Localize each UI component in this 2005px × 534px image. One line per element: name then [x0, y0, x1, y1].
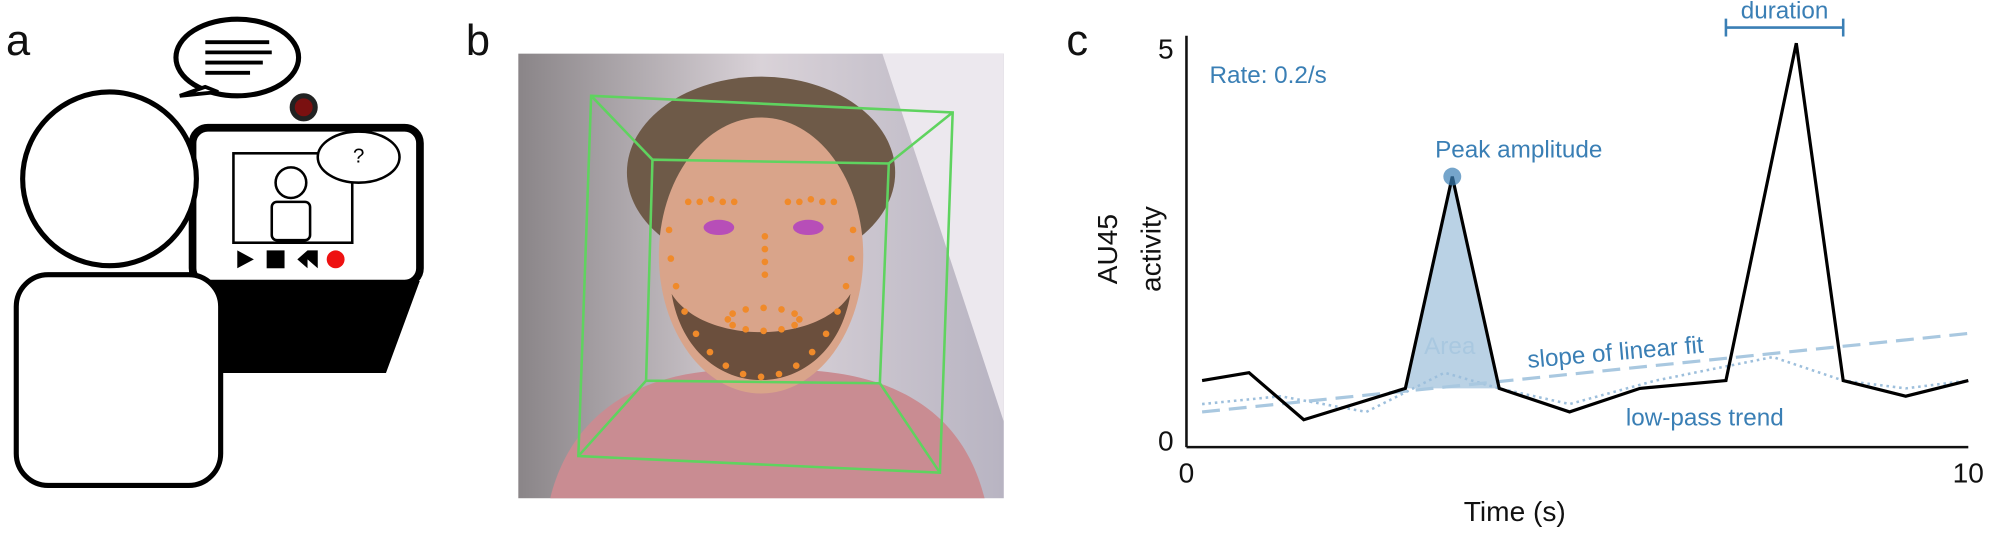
landmark [739, 370, 747, 378]
y-tick-label: 0 [1158, 426, 1174, 457]
landmark [729, 310, 736, 317]
landmark [706, 348, 714, 356]
y-tick-label: 5 [1158, 34, 1174, 65]
tracking-edge [577, 379, 648, 457]
question-bubble [316, 130, 401, 184]
trend-label: low-pass trend [1626, 404, 1784, 431]
eye-marker [703, 219, 735, 236]
landmark [761, 233, 769, 240]
landmark [819, 198, 826, 206]
question-mark: ? [353, 145, 364, 168]
landmark [729, 321, 736, 329]
landmark [742, 306, 750, 313]
tracking-edge [878, 382, 941, 474]
landmark [822, 330, 830, 338]
landmark [696, 198, 704, 206]
landmark [724, 316, 732, 323]
landmark [760, 327, 767, 335]
landmark [796, 316, 803, 323]
landmark [742, 326, 750, 333]
landmark [849, 226, 857, 234]
landmark [665, 226, 673, 234]
landmark [796, 198, 803, 206]
rewind-icon [297, 250, 318, 269]
landmark [761, 245, 769, 253]
illustration [13, 16, 424, 489]
landmark [719, 198, 727, 206]
landmark [760, 304, 767, 312]
landmark [847, 255, 855, 262]
landmark [830, 198, 838, 206]
linear-fit-line [1201, 331, 1969, 414]
landmark [667, 255, 675, 262]
tracking-edge [888, 111, 954, 165]
laptop-base [212, 281, 420, 374]
landmark [692, 330, 700, 338]
beard [671, 293, 851, 381]
shirt [550, 369, 985, 499]
landmark [842, 282, 850, 290]
person-body [13, 272, 224, 489]
x-tick-label: 10 [1953, 458, 1984, 489]
person-head [20, 89, 199, 269]
landmark [761, 271, 769, 278]
landmark [707, 195, 715, 203]
landmark [761, 258, 769, 266]
landmark [757, 373, 765, 381]
face-tracking-photo [518, 53, 1004, 499]
area-shading [1405, 176, 1500, 389]
landmark [722, 362, 730, 370]
peak-label: Peak amplitude [1435, 136, 1602, 163]
landmark [775, 370, 783, 378]
data-line [1201, 42, 1969, 422]
peak-marker [1443, 167, 1462, 186]
landmark [791, 321, 798, 329]
fit-label: slope of linear fit [1526, 332, 1705, 374]
landmark [681, 308, 688, 315]
landmark [672, 282, 680, 290]
avatar-body [270, 200, 312, 242]
landmark [778, 326, 785, 333]
tracking-edge [590, 94, 654, 161]
area-label: Area [1424, 333, 1476, 360]
y-axis-title: AU45 [1092, 214, 1123, 284]
rate-label: Rate: 0.2/s [1209, 62, 1326, 89]
bubble-tail [179, 84, 219, 98]
landmark [808, 348, 816, 356]
play-icon [237, 250, 254, 269]
landmark [834, 308, 841, 315]
y-axis-title: activity [1136, 206, 1167, 292]
landmark [778, 306, 785, 313]
landmark [784, 198, 792, 206]
duration-label: duration [1741, 0, 1829, 25]
panel-label: b [466, 17, 490, 65]
x-tick-label: 0 [1179, 458, 1195, 489]
x-axis-title: Time (s) [1464, 496, 1566, 527]
avatar-head [274, 166, 308, 200]
landmark [792, 362, 800, 370]
speech-bubble [173, 16, 302, 99]
record-icon [326, 250, 345, 269]
landmark [807, 195, 815, 203]
landmark [791, 310, 798, 317]
panel-label: c [1066, 17, 1088, 65]
landmark [684, 198, 692, 206]
webcam [289, 93, 318, 122]
stop-icon [266, 250, 285, 269]
panel-label: a [6, 17, 31, 65]
landmark [730, 198, 738, 206]
eye-marker [792, 219, 824, 236]
